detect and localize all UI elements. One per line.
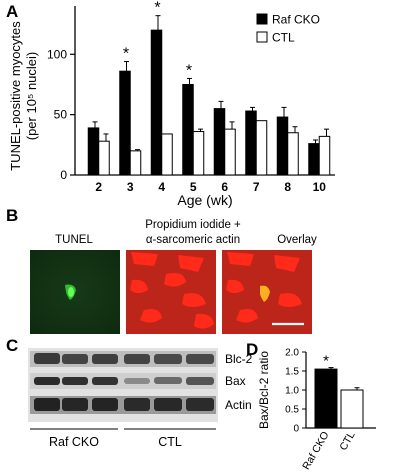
blot-row-actin: [30, 396, 216, 414]
band-label-blc2: Blc-2: [225, 352, 253, 366]
significance-marker: *: [123, 46, 129, 63]
panel-letter-c: C: [6, 336, 19, 355]
bar-ctl-10: [318, 135, 331, 176]
chart-a-xtick-label: 3: [127, 180, 134, 194]
chart-d-ytick-label: 2.0: [285, 348, 299, 359]
chart-a-xtick-label: 2: [95, 180, 102, 194]
chart-a-legend: Raf CKO CTL: [256, 13, 320, 45]
panel-b-title-pi-line2: α-sarcomeric actin: [145, 234, 241, 246]
chart-d-ytick-label: 1.0: [285, 386, 299, 397]
panel-letter-d: D: [246, 340, 259, 359]
bar-raf-cko-8: [276, 116, 289, 176]
significance-marker: *: [323, 353, 329, 370]
bar-ctl-8: [287, 132, 299, 176]
panel-letter-a: A: [6, 2, 19, 21]
chart-a-xtick-label: 8: [284, 180, 291, 194]
blot-row-bax: [30, 373, 216, 389]
bar-ctl-3: [129, 150, 142, 176]
panel-b-title-tunel: TUNEL: [55, 234, 93, 246]
bar-raf-cko-7: [245, 110, 257, 176]
chart-d-ytick-label: 0: [293, 424, 299, 435]
legend-label-raf-cko: Raf CKO: [272, 13, 320, 27]
micrograph-overlay: [222, 250, 312, 334]
bar-ctl-2: [98, 140, 110, 176]
western-blot: Blc-2 Bax Actin Raf CKO CTL: [28, 348, 253, 449]
chart-d-ytick-label: 1.5: [285, 367, 299, 378]
chart-a-ylabel-line1: TUNEL-positive myocytes: [8, 21, 23, 171]
chart-a-marks: 0 50 100 2 * 3 * 4 * 5 6 7 8 10: [47, 0, 331, 194]
panel-a-bar-chart: 0 50 100 2 * 3 * 4 * 5 6 7 8 10 TUNEL-positive myocyt…: [8, 0, 335, 208]
significance-marker: *: [154, 0, 160, 17]
chart-a-ytick-label: 0: [60, 168, 67, 182]
bar-ctl-5: [192, 131, 205, 176]
micrograph-pi-actin: [126, 250, 216, 334]
blot-row-blc2: [30, 351, 216, 367]
panel-d-bar-chart: 0 0.5 1.0 1.5 2.0 Raf CKO * CTL Bax/Bcl-2 ratio: [257, 348, 376, 472]
bar-raf-cko-2: [87, 127, 100, 176]
chart-a-xtick-label: 4: [158, 180, 165, 194]
legend-label-ctl: CTL: [272, 31, 295, 45]
chart-d-ylabel: Bax/Bcl-2 ratio: [257, 351, 271, 429]
group-label-raf-cko: Raf CKO: [49, 435, 99, 449]
micrograph-tunel: [30, 250, 120, 334]
panel-letter-b: B: [6, 206, 19, 225]
chart-a-xtick-label: 6: [221, 180, 228, 194]
bar-raf-cko-10: [308, 143, 320, 176]
chart-a-ylabel-line2: (per 10⁵ nuclei): [24, 52, 39, 141]
chart-d-xtick-label: Raf CKO: [300, 430, 331, 472]
legend-swatch-ctl: [256, 31, 268, 43]
chart-a-xtick-label: 10: [313, 180, 327, 194]
chart-a-xlabel: Age (wk): [177, 192, 232, 208]
bar-raf-cko-6: [213, 108, 226, 176]
chart-d-ytick-label: 0.5: [285, 405, 299, 416]
band-label-bax: Bax: [225, 374, 246, 388]
bar-ctl-4: [161, 133, 173, 176]
significance-marker: *: [186, 62, 192, 79]
group-label-ctl: CTL: [158, 435, 182, 449]
bar-raf-cko-3: [119, 70, 131, 176]
chart-d-xtick-label: CTL: [337, 429, 357, 452]
bar-raf-cko-4: [150, 29, 163, 176]
chart-a-xtick-label: 5: [190, 180, 197, 194]
bar-ctl-6: [224, 128, 236, 176]
chart-a-ytick-label: 50: [54, 108, 68, 122]
bar-raf-cko-5: [182, 83, 194, 176]
panel-b-title-pi-line1: Propidium iodide +: [145, 219, 241, 231]
bar-ctl: [340, 389, 364, 429]
band-label-actin: Actin: [225, 398, 252, 412]
bar-ctl-7: [255, 120, 268, 176]
chart-d-marks: 0 0.5 1.0 1.5 2.0 Raf CKO * CTL: [285, 348, 364, 472]
chart-a-xtick-label: 7: [253, 180, 260, 194]
chart-a-ytick-label: 100: [47, 47, 67, 61]
bar-raf-cko: [314, 368, 338, 429]
legend-swatch-raf-cko: [256, 13, 268, 25]
panel-b-title-overlay: Overlay: [277, 234, 317, 246]
